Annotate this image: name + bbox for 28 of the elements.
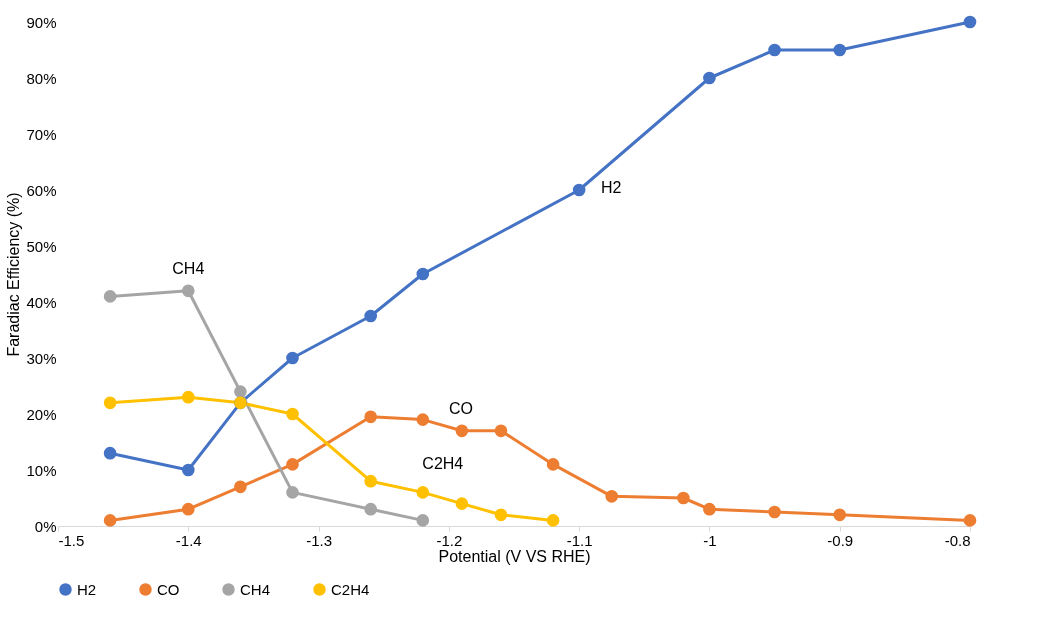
- y-tick-label: 50%: [26, 237, 57, 255]
- y-tick-label: 0%: [34, 517, 57, 535]
- x-tick-label: -1.5: [58, 531, 85, 549]
- x-tick-label: -1: [703, 531, 717, 549]
- annotation: CO: [448, 399, 473, 417]
- x-tick-label: -1.4: [175, 531, 202, 549]
- legend-label: H2: [77, 580, 97, 598]
- y-tick-label: 20%: [26, 405, 57, 423]
- y-tick-label: 40%: [26, 293, 57, 311]
- y-tick-label: 60%: [26, 181, 57, 199]
- x-tick-label: -0.8: [944, 531, 971, 549]
- y-axis-title: Faradiac Efficiency (%): [5, 192, 23, 357]
- legend-label: CH4: [240, 580, 271, 598]
- annotation: H2: [600, 179, 622, 196]
- x-tick-label: -1.1: [566, 531, 593, 549]
- annotation: C2H4: [422, 455, 464, 473]
- legend-label: CO: [157, 580, 180, 598]
- x-tick-label: -1.2: [436, 531, 463, 549]
- x-tick-label: -0.9: [827, 531, 854, 549]
- y-tick-label: 10%: [26, 461, 57, 479]
- x-tick-label: -1.3: [306, 531, 332, 549]
- legend-label: C2H4: [331, 580, 370, 598]
- y-tick-label: 30%: [26, 349, 57, 367]
- y-tick-label: 80%: [26, 69, 57, 87]
- y-tick-label: 70%: [26, 125, 57, 143]
- y-tick-label: 90%: [26, 13, 57, 31]
- annotation: CH4: [172, 259, 205, 277]
- x-axis-title: Potential (V VS RHE): [438, 547, 591, 565]
